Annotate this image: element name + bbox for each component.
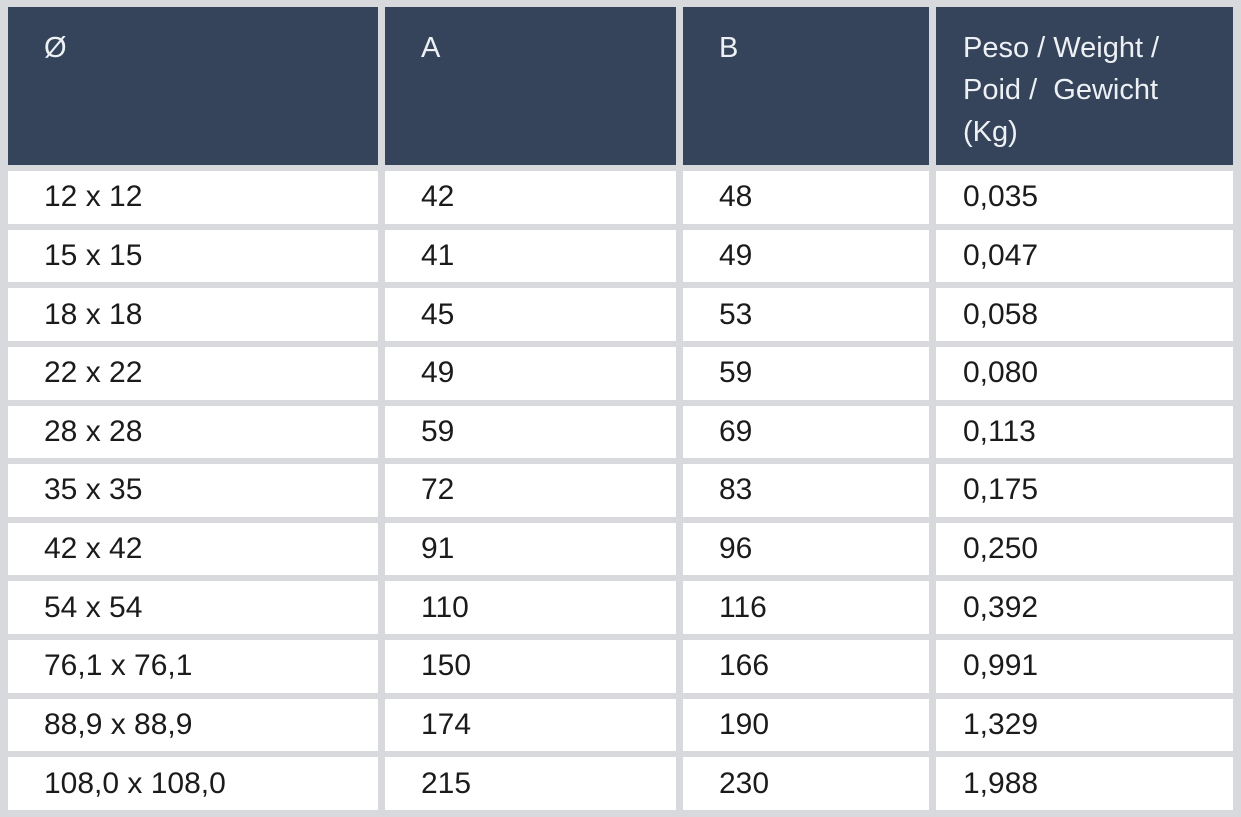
header-row: Ø A B Peso / Weight / Poid / Gewicht (Kg…: [8, 7, 1233, 165]
cell-diameter: 12 x 12: [8, 171, 378, 224]
table-header: Ø A B Peso / Weight / Poid / Gewicht (Kg…: [8, 7, 1233, 165]
cell-diameter: 15 x 15: [8, 229, 378, 283]
cell-b: 116: [683, 581, 929, 634]
cell-diameter: 35 x 35: [8, 464, 378, 517]
column-header-a-label: A: [421, 32, 441, 64]
cell-a: 91: [385, 522, 676, 576]
cell-b: 190: [683, 698, 929, 752]
cell-diameter: 22 x 22: [8, 346, 378, 400]
cell-a: 110: [385, 581, 676, 634]
cell-weight: 1,988: [936, 757, 1233, 810]
cell-a: 45: [385, 288, 676, 341]
cell-a: 41: [385, 229, 676, 283]
cell-b: 166: [683, 640, 929, 693]
cell-diameter: 108,0 x 108,0: [8, 757, 378, 810]
column-header-b: B: [683, 7, 929, 165]
cell-b: 59: [683, 346, 929, 400]
cell-weight: 0,250: [936, 522, 1233, 576]
cell-a: 72: [385, 464, 676, 517]
cell-diameter: 54 x 54: [8, 581, 378, 634]
cell-a: 59: [385, 405, 676, 459]
column-header-weight: Peso / Weight / Poid / Gewicht (Kg): [936, 7, 1233, 165]
column-header-diameter-label: Ø: [44, 32, 67, 64]
cell-a: 42: [385, 171, 676, 224]
cell-weight: 0,080: [936, 346, 1233, 400]
cell-b: 96: [683, 522, 929, 576]
cell-diameter: 76,1 x 76,1: [8, 640, 378, 693]
table-row: 88,9 x 88,9 174 190 1,329: [8, 698, 1233, 752]
table-body: 12 x 12 42 48 0,035 15 x 15 41 49 0,047 …: [8, 171, 1233, 810]
table-row: 42 x 42 91 96 0,250: [8, 522, 1233, 576]
column-header-b-label: B: [719, 32, 739, 64]
cell-b: 48: [683, 171, 929, 224]
cell-a: 215: [385, 757, 676, 810]
cell-weight: 0,392: [936, 581, 1233, 634]
cell-diameter: 88,9 x 88,9: [8, 698, 378, 752]
table-row: 18 x 18 45 53 0,058: [8, 288, 1233, 341]
table-row: 15 x 15 41 49 0,047: [8, 229, 1233, 283]
cell-b: 230: [683, 757, 929, 810]
cell-weight: 1,329: [936, 698, 1233, 752]
cell-weight: 0,035: [936, 171, 1233, 224]
cell-weight: 0,991: [936, 640, 1233, 693]
cell-diameter: 18 x 18: [8, 288, 378, 341]
cell-a: 174: [385, 698, 676, 752]
cell-b: 69: [683, 405, 929, 459]
cell-b: 83: [683, 464, 929, 517]
cell-diameter: 42 x 42: [8, 522, 378, 576]
column-header-weight-label: Peso / Weight / Poid / Gewicht (Kg): [963, 32, 1160, 148]
column-header-diameter: Ø: [8, 7, 378, 165]
cell-b: 49: [683, 229, 929, 283]
cell-weight: 0,058: [936, 288, 1233, 341]
cell-diameter: 28 x 28: [8, 405, 378, 459]
cell-a: 49: [385, 346, 676, 400]
cell-weight: 0,047: [936, 229, 1233, 283]
table-row: 54 x 54 110 116 0,392: [8, 581, 1233, 634]
table-row: 12 x 12 42 48 0,035: [8, 171, 1233, 224]
cell-weight: 0,175: [936, 464, 1233, 517]
table-row: 35 x 35 72 83 0,175: [8, 464, 1233, 517]
table-row: 108,0 x 108,0 215 230 1,988: [8, 757, 1233, 810]
cell-b: 53: [683, 288, 929, 341]
table-row: 76,1 x 76,1 150 166 0,991: [8, 640, 1233, 693]
table-row: 22 x 22 49 59 0,080: [8, 346, 1233, 400]
cell-weight: 0,113: [936, 405, 1233, 459]
table-row: 28 x 28 59 69 0,113: [8, 405, 1233, 459]
cell-a: 150: [385, 640, 676, 693]
column-header-a: A: [385, 7, 676, 165]
